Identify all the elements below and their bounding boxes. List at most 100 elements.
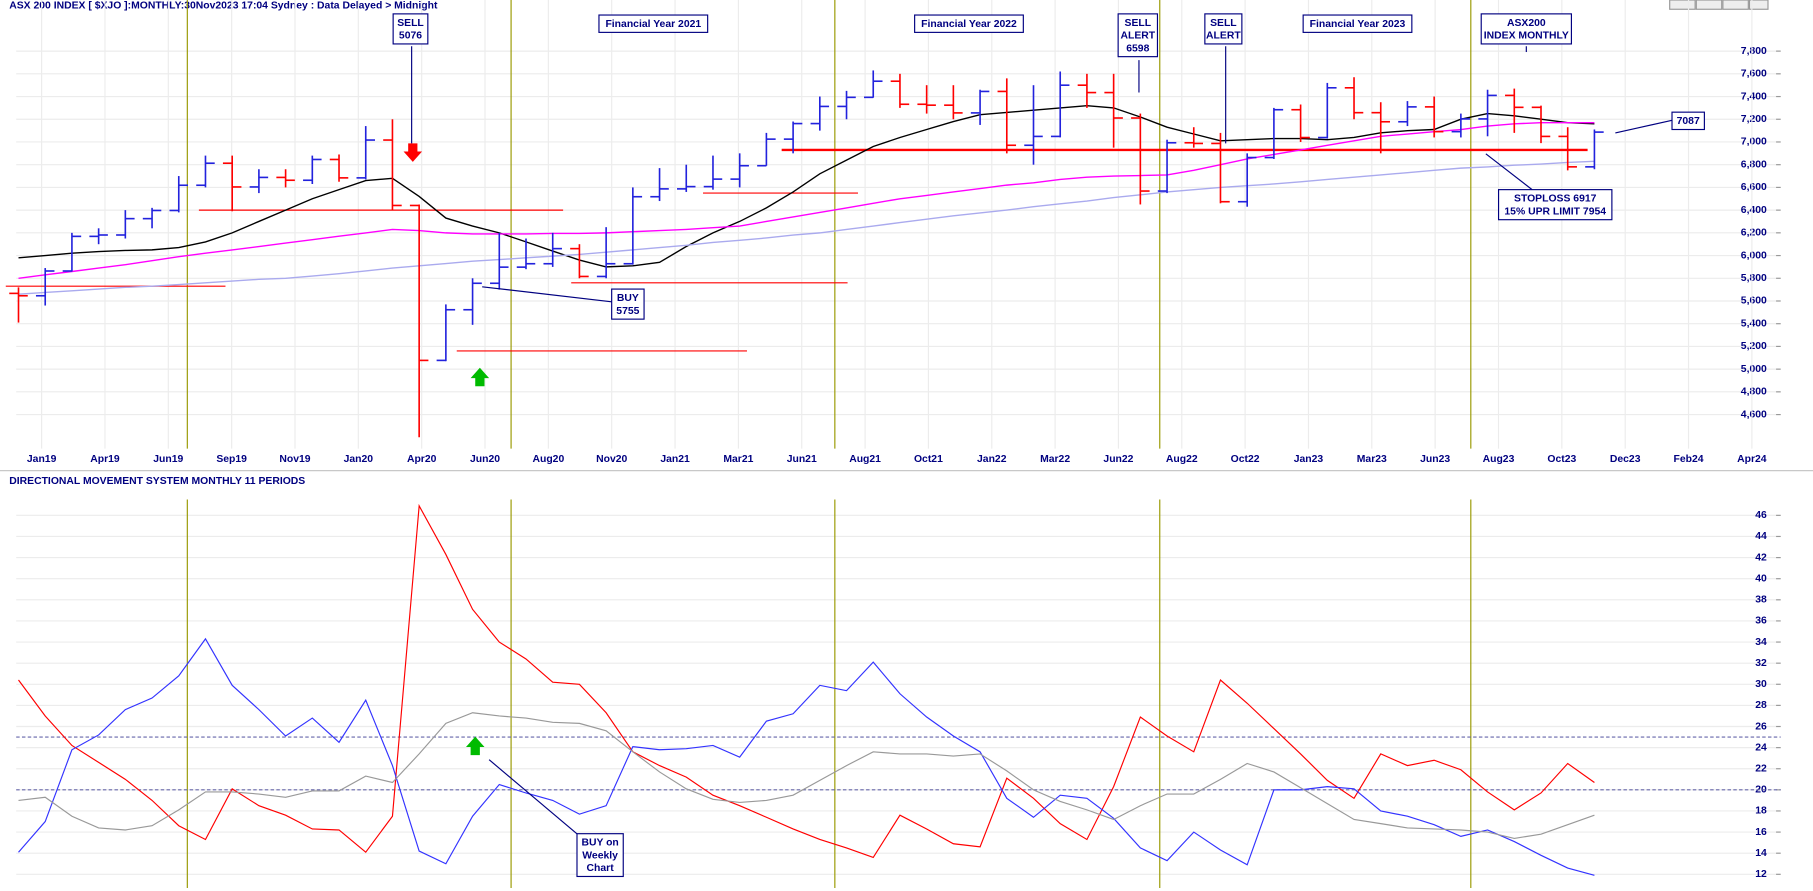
y-tick-label: 6,400 — [1741, 205, 1767, 216]
y-tick-label: 6,600 — [1741, 182, 1767, 193]
y-tick-label: 22 — [1755, 763, 1767, 774]
x-tick-label: Sep19 — [216, 454, 247, 465]
panel-title: ASX 200 INDEX [ $XJO ]:MONTHLY:30Nov2023… — [9, 1, 438, 12]
annotation-text: Weekly — [582, 850, 618, 861]
panel-title: DIRECTIONAL MOVEMENT SYSTEM MONTHLY 11 P… — [9, 476, 305, 487]
annotation-text: SELL — [1125, 18, 1152, 29]
y-tick-label: 7,800 — [1741, 46, 1767, 57]
y-tick-label: 18 — [1755, 806, 1767, 817]
y-tick-label: 40 — [1755, 573, 1767, 584]
annotation-pointer — [1615, 119, 1673, 134]
x-tick-label: Apr24 — [1737, 454, 1767, 465]
x-tick-label: Feb24 — [1674, 454, 1704, 465]
x-tick-label: Oct23 — [1547, 454, 1576, 465]
y-tick-label: 5,800 — [1741, 273, 1767, 284]
annotation-text: 5755 — [616, 306, 639, 317]
x-tick-label: Jan21 — [660, 454, 690, 465]
annotation-text: 15% UPR LIMIT 7954 — [1504, 206, 1606, 217]
y-tick-label: 20 — [1755, 785, 1767, 796]
annotation-text: Financial Year 2021 — [605, 19, 701, 30]
y-tick-label: 5,200 — [1741, 341, 1767, 352]
annotation-box — [1204, 13, 1243, 45]
x-tick-label: Mar23 — [1357, 454, 1387, 465]
annotation-text: ALERT — [1206, 31, 1241, 42]
annotation-box — [1480, 13, 1572, 45]
x-tick-label: Aug20 — [532, 454, 564, 465]
toolbar-button[interactable] — [1669, 0, 1696, 10]
y-tick-label: 36 — [1755, 616, 1767, 627]
x-tick-label: Mar21 — [723, 454, 753, 465]
y-tick-label: 7,200 — [1741, 114, 1767, 125]
annotation-text: 7087 — [1677, 116, 1700, 127]
annotation-pointer — [488, 759, 579, 836]
y-tick-label: 12 — [1755, 869, 1767, 880]
y-tick-label: 5,000 — [1741, 364, 1767, 375]
annotation-text: BUY on — [581, 838, 618, 849]
annotation-text: STOPLOSS 6917 — [1514, 194, 1597, 205]
annotation-text: INDEX MONTHLY — [1484, 31, 1569, 42]
y-tick-label: 38 — [1755, 595, 1767, 606]
annotation-pointer — [482, 286, 612, 303]
x-tick-label: Aug22 — [1166, 454, 1198, 465]
y-tick-label: 4,600 — [1741, 409, 1767, 420]
series-line — [18, 104, 1595, 268]
signal-arrow — [403, 143, 423, 162]
y-tick-label: 14 — [1755, 848, 1767, 859]
annotation-text: 5076 — [399, 31, 422, 42]
x-tick-label: Jun23 — [1420, 454, 1450, 465]
annotation-box — [914, 14, 1024, 33]
x-tick-label: Jan19 — [27, 454, 57, 465]
y-tick-label: 7,000 — [1741, 137, 1767, 148]
y-tick-label: 32 — [1755, 658, 1767, 669]
annotation-text: BUY — [617, 293, 639, 304]
series-line — [18, 712, 1595, 840]
x-tick-label: Nov19 — [279, 454, 310, 465]
series-line — [18, 121, 1595, 280]
annotation-text: ALERT — [1120, 31, 1155, 42]
annotation-box — [598, 14, 709, 33]
y-tick-label: 6,800 — [1741, 159, 1767, 170]
annotation-text: Financial Year 2022 — [921, 19, 1017, 30]
annotation-text: SELL — [397, 18, 424, 29]
y-tick-label: 34 — [1755, 637, 1767, 648]
annotation-text: Financial Year 2023 — [1310, 19, 1406, 30]
annotation-box — [1117, 13, 1159, 58]
annotation-box — [1671, 111, 1705, 131]
toolbar-button[interactable] — [1722, 0, 1749, 10]
y-tick-label: 7,400 — [1741, 91, 1767, 102]
signal-arrow — [470, 367, 490, 387]
y-tick-label: 44 — [1755, 531, 1767, 542]
series-line — [18, 637, 1595, 876]
x-tick-label: Apr19 — [90, 454, 120, 465]
y-tick-label: 16 — [1755, 827, 1767, 838]
x-tick-label: Jan20 — [344, 454, 374, 465]
x-tick-label: Jun20 — [470, 454, 500, 465]
toolbar-button[interactable] — [1748, 0, 1769, 10]
series-line — [18, 503, 1595, 859]
toolbar-button[interactable] — [1695, 0, 1723, 10]
signal-arrow — [465, 736, 485, 756]
x-tick-label: Oct22 — [1231, 454, 1260, 465]
y-tick-label: 28 — [1755, 700, 1767, 711]
y-tick-label: 5,600 — [1741, 296, 1767, 307]
annotation-box — [1497, 189, 1613, 221]
y-tick-label: 30 — [1755, 679, 1767, 690]
x-tick-label: Oct21 — [914, 454, 943, 465]
x-tick-label: Jan23 — [1294, 454, 1324, 465]
x-tick-label: Dec23 — [1610, 454, 1641, 465]
y-tick-label: 42 — [1755, 552, 1767, 563]
toolbar — [1669, 0, 1769, 10]
x-tick-label: Apr20 — [407, 454, 437, 465]
annotation-text: ASX200 — [1507, 18, 1546, 29]
x-tick-label: Jun21 — [787, 454, 817, 465]
annotation-pointer — [1485, 153, 1533, 191]
annotation-text: Chart — [587, 863, 615, 874]
y-tick-label: 4,800 — [1741, 387, 1767, 398]
x-tick-label: Nov20 — [596, 454, 627, 465]
x-tick-label: Jan22 — [977, 454, 1007, 465]
x-tick-label: Jun22 — [1103, 454, 1133, 465]
y-tick-label: 5,400 — [1741, 318, 1767, 329]
